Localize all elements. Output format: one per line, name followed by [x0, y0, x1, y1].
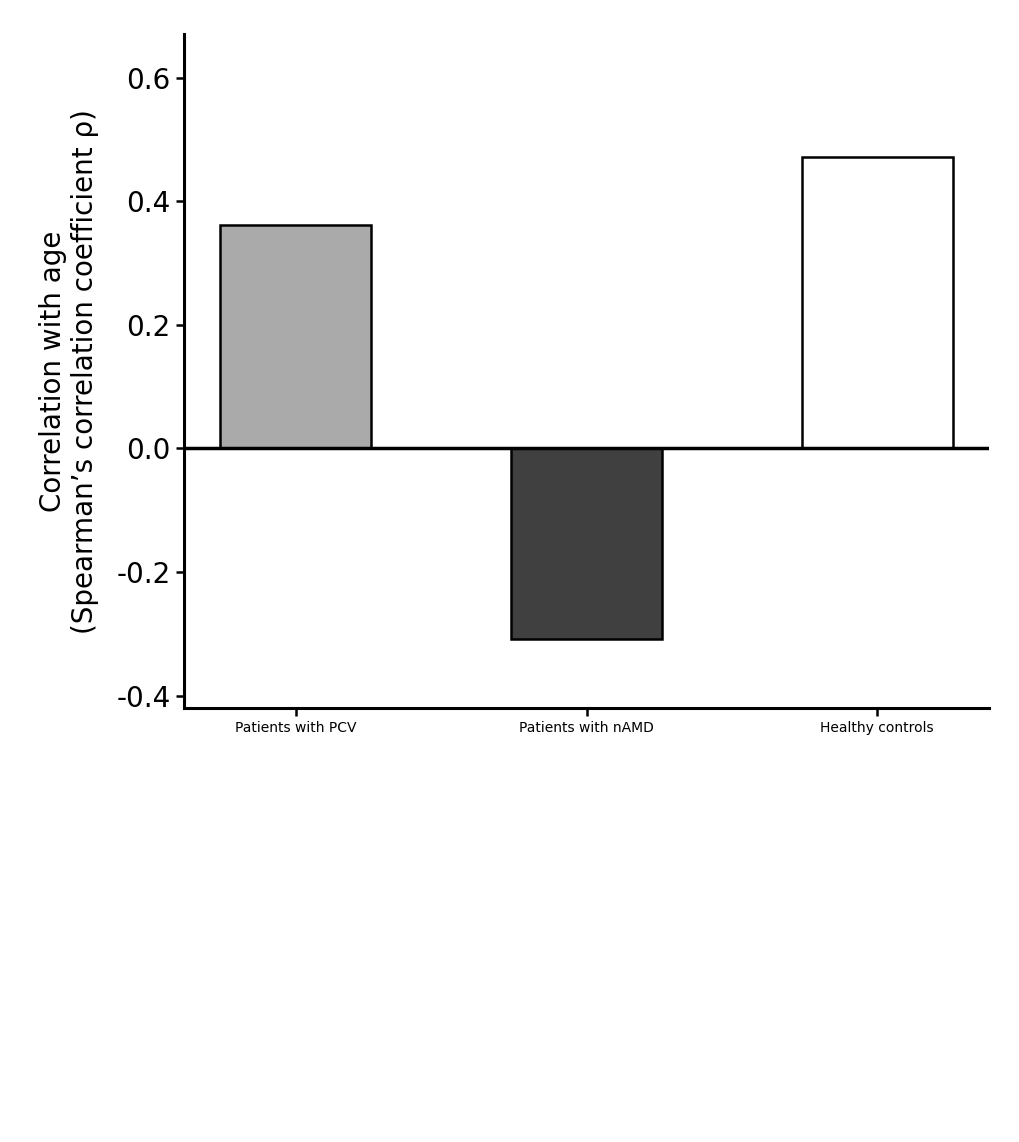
Bar [801, 156, 952, 449]
Bar [511, 449, 661, 638]
Y-axis label: Correlation with age
(Spearman’s correlation coefficient ρ): Correlation with age (Spearman’s correla… [39, 108, 100, 634]
Bar [220, 225, 371, 449]
